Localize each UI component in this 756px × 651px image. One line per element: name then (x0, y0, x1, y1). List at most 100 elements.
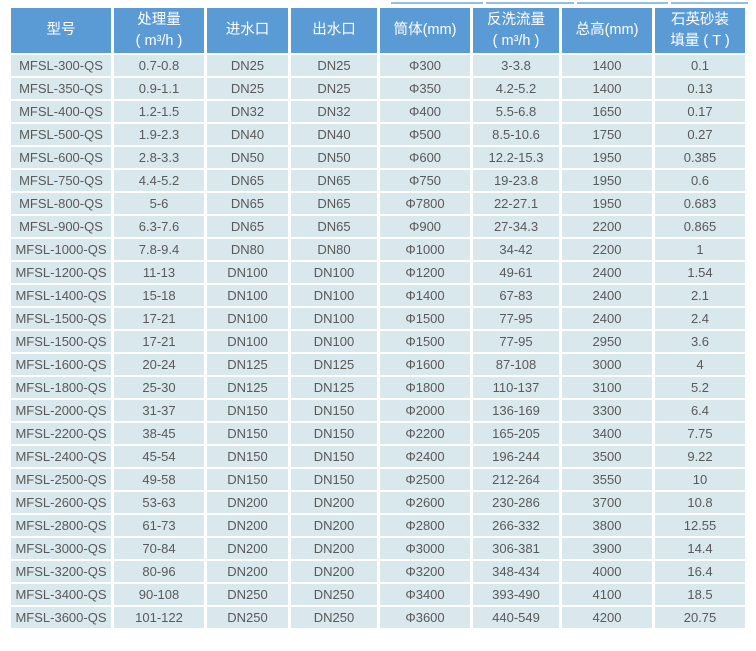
table-cell: Φ1500 (380, 331, 470, 352)
table-row: MFSL-2200-QS 38-45 DN150 DN150 Φ2200 165-205 3… (11, 423, 745, 444)
table-cell: 3500 (562, 446, 652, 467)
table-cell: MFSL-300-QS (11, 55, 111, 76)
table-cell: DN50 (207, 147, 288, 168)
table-cell: 6.3-7.6 (114, 216, 204, 237)
table-row: MFSL-2800-QS 61-73 DN200 DN200 Φ2800 266-332 3… (11, 515, 745, 536)
table-cell: 9.22 (655, 446, 745, 467)
table-cell: Φ3600 (380, 607, 470, 628)
table-cell: 12.55 (655, 515, 745, 536)
table-cell: 15-18 (114, 285, 204, 306)
table-cell: 87-108 (473, 354, 559, 375)
table-cell: 77-95 (473, 308, 559, 329)
table-cell: DN80 (291, 239, 377, 260)
table-cell: DN200 (291, 538, 377, 559)
table-cell: 3.6 (655, 331, 745, 352)
table-cell: Φ2000 (380, 400, 470, 421)
table-cell: Φ350 (380, 78, 470, 99)
header-cell: 石英砂装 填量 ( T ) (655, 8, 745, 53)
table-cell: 212-264 (473, 469, 559, 490)
table-cell: DN65 (291, 216, 377, 237)
table-row: MFSL-1600-QS 20-24 DN125 DN125 Φ1600 87-108 30… (11, 354, 745, 375)
table-cell: DN250 (207, 607, 288, 628)
table-cell: 0.9-1.1 (114, 78, 204, 99)
table-cell: DN150 (207, 400, 288, 421)
table-cell: 136-169 (473, 400, 559, 421)
table-row: MFSL-750-QS 4.4-5.2 DN65 DN65 Φ750 19-23.8 195… (11, 170, 745, 191)
table-cell: 34-42 (473, 239, 559, 260)
table-cell: 0.7-0.8 (114, 55, 204, 76)
table-cell: 61-73 (114, 515, 204, 536)
table-cell: Φ2500 (380, 469, 470, 490)
table-cell: Φ1200 (380, 262, 470, 283)
table-cell: 22-27.1 (473, 193, 559, 214)
table-cell: 4100 (562, 584, 652, 605)
table-cell: DN200 (207, 561, 288, 582)
table-cell: DN65 (207, 193, 288, 214)
top-edge-line (671, 2, 748, 4)
table-cell: 2400 (562, 285, 652, 306)
table-cell: DN65 (207, 216, 288, 237)
table-cell: 49-58 (114, 469, 204, 490)
table-cell: 14.4 (655, 538, 745, 559)
table-cell: 2400 (562, 262, 652, 283)
table-cell: 0.865 (655, 216, 745, 237)
table-row: MFSL-350-QS 0.9-1.1 DN25 DN25 Φ350 4.2-5.2 140… (11, 78, 745, 99)
table-cell: 0.6 (655, 170, 745, 191)
table-cell: 1950 (562, 170, 652, 191)
table-cell: DN100 (207, 331, 288, 352)
table-cell: 3800 (562, 515, 652, 536)
table-cell: 8.5-10.6 (473, 124, 559, 145)
table-cell: 18.5 (655, 584, 745, 605)
table-cell: 6.4 (655, 400, 745, 421)
table-cell: DN100 (207, 308, 288, 329)
table-row: MFSL-1800-QS 25-30 DN125 DN125 Φ1800 110-137 3… (11, 377, 745, 398)
table-cell: 7.8-9.4 (114, 239, 204, 260)
header-cell: 出水口 (291, 8, 377, 53)
table-cell: MFSL-2400-QS (11, 446, 111, 467)
table-cell: 67-83 (473, 285, 559, 306)
table-cell: 196-244 (473, 446, 559, 467)
table-cell: Φ2800 (380, 515, 470, 536)
table-cell: DN100 (207, 262, 288, 283)
table-row: MFSL-3400-QS 90-108 DN250 DN250 Φ3400 393-490… (11, 584, 745, 605)
table-cell: 12.2-15.3 (473, 147, 559, 168)
table-row: MFSL-1500-QS 17-21 DN100 DN100 Φ1500 77-95 295… (11, 331, 745, 352)
table-cell: Φ300 (380, 55, 470, 76)
table-cell: 1400 (562, 78, 652, 99)
table-cell: Φ1800 (380, 377, 470, 398)
table-cell: MFSL-3400-QS (11, 584, 111, 605)
table-cell: 3-3.8 (473, 55, 559, 76)
table-cell: 2950 (562, 331, 652, 352)
table-cell: 5.5-6.8 (473, 101, 559, 122)
header-cell: 进水口 (207, 8, 288, 53)
table-cell: DN100 (291, 285, 377, 306)
table-cell: 77-95 (473, 331, 559, 352)
table-cell: DN32 (291, 101, 377, 122)
table-row: MFSL-1000-QS 7.8-9.4 DN80 DN80 Φ1000 34-42 220… (11, 239, 745, 260)
table-cell: DN200 (207, 515, 288, 536)
table-cell: 2.1 (655, 285, 745, 306)
table-cell: 4.2-5.2 (473, 78, 559, 99)
table-cell: 0.385 (655, 147, 745, 168)
table-cell: DN200 (207, 538, 288, 559)
table-cell: DN150 (291, 423, 377, 444)
table-cell: DN80 (207, 239, 288, 260)
table-cell: MFSL-1500-QS (11, 331, 111, 352)
table-cell: 16.4 (655, 561, 745, 582)
table-cell: 3100 (562, 377, 652, 398)
table-cell: MFSL-1500-QS (11, 308, 111, 329)
table-cell: Φ1400 (380, 285, 470, 306)
table-cell: 3700 (562, 492, 652, 513)
header-label: 处理量 (137, 12, 181, 29)
table-row: MFSL-3600-QS 101-122 DN250 DN250 Φ3600 440-54… (11, 607, 745, 628)
table-head-row: 型号 处理量 ( m³/h ) 进水口 出水口 筒体(mm) 反洗流量 ( m³/h ) 总高(… (11, 8, 745, 53)
header-label: ( m³/h ) (135, 32, 183, 49)
table-cell: DN100 (291, 331, 377, 352)
table-cell: 1750 (562, 124, 652, 145)
table-cell: 0.27 (655, 124, 745, 145)
table-cell: DN150 (207, 469, 288, 490)
table-row: MFSL-300-QS 0.7-0.8 DN25 DN25 Φ300 3-3.8 1400 0… (11, 55, 745, 76)
header-label: 填量 ( T ) (670, 32, 730, 49)
spec-table: 型号 处理量 ( m³/h ) 进水口 出水口 筒体(mm) 反洗流量 ( m³/h ) 总高(… (8, 6, 748, 630)
table-cell: DN250 (207, 584, 288, 605)
